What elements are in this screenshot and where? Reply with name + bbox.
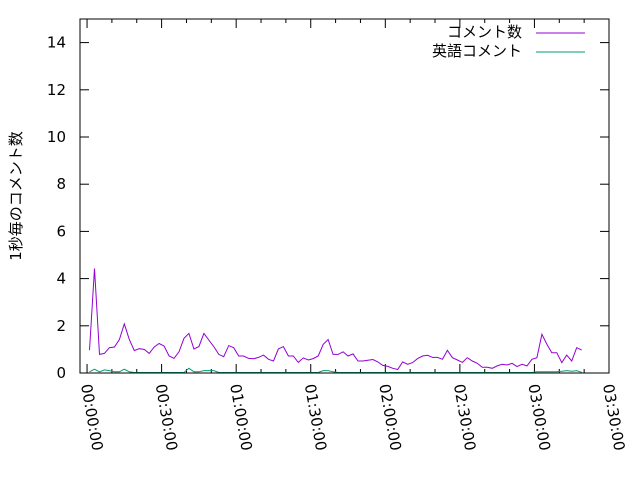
legend-label-comments: コメント数 xyxy=(447,23,522,41)
x-tick-label: 00:00:00 xyxy=(77,383,106,452)
x-tick-label: 01:30:00 xyxy=(301,383,330,452)
axis-ticks: 0 2 4 6 8 10 12 14 00:00:00 00:30:00 01:00:00 01:30… xyxy=(47,19,629,452)
y-tick-label: 2 xyxy=(56,317,66,335)
y-tick-label: 8 xyxy=(56,175,66,193)
x-tick-label: 02:30:00 xyxy=(450,383,479,452)
y-tick-label: 14 xyxy=(47,34,66,52)
y-axis-label: 1秒毎のコメント数 xyxy=(7,131,25,261)
y-tick-label: 0 xyxy=(56,364,66,382)
series-lines xyxy=(90,268,582,372)
x-tick-label: 03:30:00 xyxy=(599,383,628,452)
x-tick-label: 01:00:00 xyxy=(226,383,255,452)
y-tick-label: 12 xyxy=(47,81,66,99)
y-tick-label: 10 xyxy=(47,128,66,146)
y-tick-label: 6 xyxy=(56,222,66,240)
x-tick-label: 00:30:00 xyxy=(152,383,181,452)
plot-border xyxy=(80,19,609,373)
legend: コメント数 英語コメント xyxy=(432,23,585,60)
y-tick-label: 4 xyxy=(56,270,66,288)
legend-label-english-comments: 英語コメント xyxy=(432,42,522,60)
series-line-0 xyxy=(90,269,582,370)
x-tick-label: 03:00:00 xyxy=(524,383,553,452)
x-tick-label: 02:00:00 xyxy=(375,383,404,452)
